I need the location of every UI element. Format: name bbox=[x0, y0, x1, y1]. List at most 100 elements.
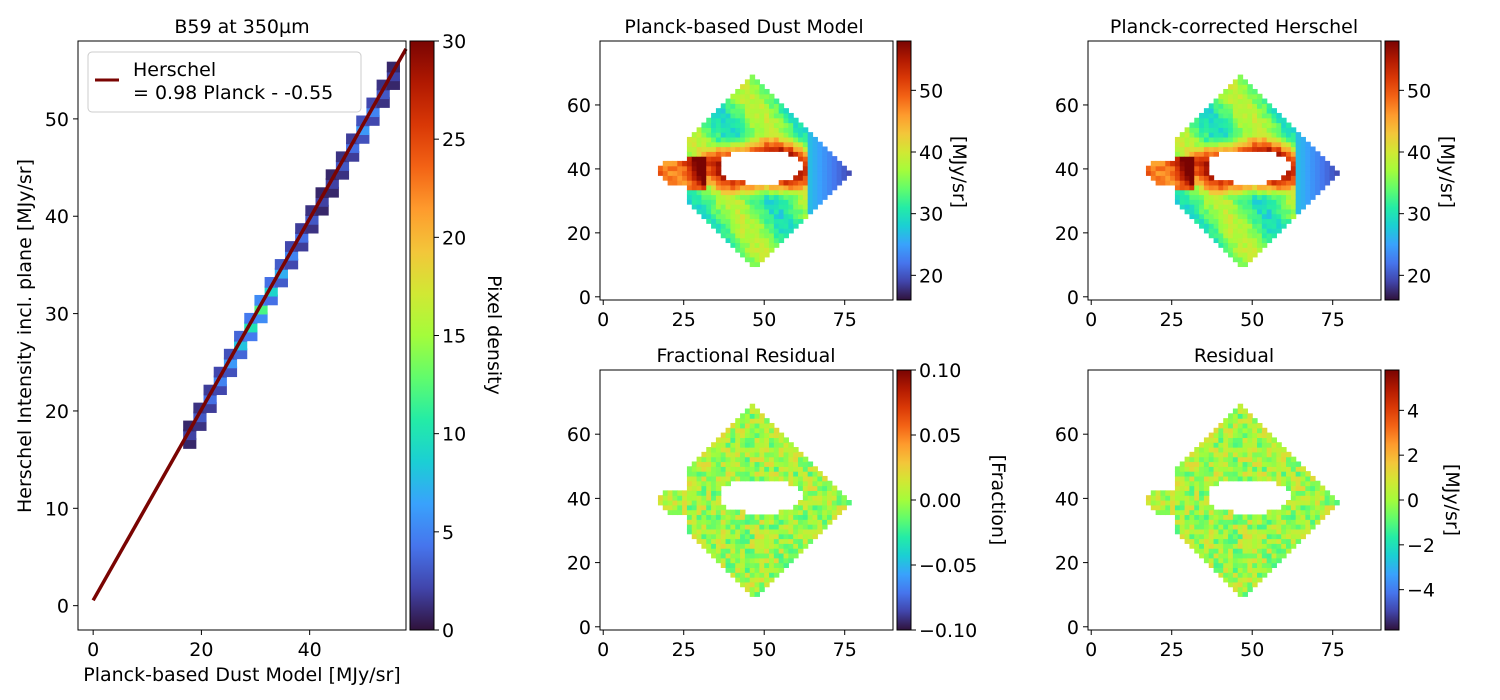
map-pixel bbox=[1199, 184, 1205, 191]
map-pixel bbox=[1194, 180, 1200, 186]
map-pixel bbox=[1237, 74, 1244, 80]
map-pixel bbox=[1242, 519, 1248, 525]
colorbar-tick-label: 20 bbox=[1407, 265, 1431, 287]
map-pixel bbox=[720, 117, 727, 124]
map-pixel bbox=[1257, 93, 1263, 100]
map-pixel bbox=[1261, 232, 1268, 239]
map-pixel bbox=[778, 447, 785, 453]
map-pixel bbox=[807, 466, 814, 472]
map-pixel bbox=[1174, 180, 1181, 186]
map-pixel bbox=[1232, 228, 1239, 234]
map-pixel bbox=[1266, 204, 1273, 210]
map-pixel bbox=[807, 514, 814, 520]
map-pixel bbox=[691, 461, 698, 467]
map-pixel bbox=[749, 141, 756, 148]
map-pixel bbox=[1218, 538, 1224, 544]
map-pixel bbox=[711, 223, 717, 229]
map-pixel bbox=[783, 194, 789, 200]
map-pixel bbox=[1319, 156, 1326, 162]
map-pixel bbox=[701, 151, 707, 157]
map-pixel bbox=[1232, 533, 1239, 540]
map-pixel bbox=[1189, 490, 1195, 496]
map-pixel bbox=[1271, 232, 1277, 239]
map-pixel bbox=[740, 247, 746, 253]
map-pixel bbox=[1208, 471, 1215, 477]
map-pixel bbox=[701, 461, 707, 467]
map-pixel bbox=[807, 156, 814, 162]
map-pixel bbox=[1252, 581, 1258, 588]
map-pixel bbox=[1199, 466, 1205, 472]
map-pixel bbox=[1199, 146, 1205, 152]
map-pixel bbox=[691, 466, 698, 472]
map-pixel bbox=[802, 156, 809, 162]
map-pixel bbox=[1208, 461, 1215, 467]
map-pixel bbox=[759, 199, 765, 205]
map-pixel bbox=[1174, 136, 1181, 143]
map-pixel bbox=[1218, 98, 1224, 104]
map-pixel bbox=[773, 218, 780, 224]
fractional-residual-map bbox=[657, 403, 852, 597]
map-pixel bbox=[1314, 189, 1321, 196]
map-pixel bbox=[822, 160, 828, 167]
map-pixel bbox=[1257, 242, 1263, 248]
map-pixel bbox=[1281, 480, 1287, 487]
map-pixel bbox=[1179, 495, 1186, 501]
map-pixel bbox=[817, 509, 823, 516]
map-pixel bbox=[1218, 223, 1224, 229]
map-pixel bbox=[841, 175, 847, 181]
map-pixel bbox=[749, 194, 756, 200]
y-tick-label: 40 bbox=[1055, 159, 1079, 181]
map-pixel bbox=[759, 232, 765, 239]
map-pixel bbox=[1242, 189, 1248, 196]
map-pixel bbox=[691, 490, 698, 496]
map-pixel bbox=[817, 156, 823, 162]
map-pixel bbox=[1232, 514, 1239, 520]
map-pixel bbox=[822, 146, 828, 152]
map-pixel bbox=[1203, 466, 1210, 472]
map-pixel bbox=[1329, 165, 1335, 172]
map-pixel bbox=[701, 528, 707, 535]
density-cell bbox=[335, 168, 350, 180]
map-pixel bbox=[1295, 475, 1302, 482]
map-pixel bbox=[1266, 447, 1273, 453]
map-pixel bbox=[1184, 199, 1191, 205]
map-pixel bbox=[1194, 218, 1200, 224]
map-pixel bbox=[1237, 103, 1244, 109]
map-pixel bbox=[1199, 543, 1205, 549]
map-pixel bbox=[807, 504, 814, 511]
map-pixel bbox=[1300, 495, 1306, 501]
map-pixel bbox=[749, 93, 756, 100]
map-pixel bbox=[788, 461, 794, 467]
map-pixel bbox=[740, 213, 746, 220]
map-pixel bbox=[764, 218, 770, 224]
map-pixel bbox=[1184, 471, 1191, 477]
map-pixel bbox=[1223, 247, 1229, 253]
map-pixel bbox=[749, 572, 756, 578]
map-pixel bbox=[1310, 194, 1316, 200]
map-pixel bbox=[1174, 504, 1181, 511]
map-pixel bbox=[744, 252, 751, 258]
map-pixel bbox=[1208, 151, 1215, 157]
map-pixel bbox=[831, 495, 838, 501]
map-pixel bbox=[1281, 184, 1287, 191]
map-pixel bbox=[1242, 586, 1248, 593]
colorbar-gradient bbox=[1384, 369, 1400, 631]
map-pixel bbox=[1266, 228, 1273, 234]
map-pixel bbox=[715, 528, 722, 535]
map-pixel bbox=[1203, 495, 1210, 501]
map-pixel bbox=[725, 538, 732, 544]
map-pixel bbox=[1276, 524, 1282, 530]
map-pixel bbox=[677, 509, 683, 516]
map-pixel bbox=[1261, 567, 1268, 573]
map-pixel bbox=[826, 151, 833, 157]
map-pixel bbox=[1203, 228, 1210, 234]
map-pixel bbox=[1228, 204, 1234, 210]
map-pixel bbox=[1290, 194, 1297, 200]
map-pixel bbox=[1271, 514, 1277, 520]
map-pixel bbox=[744, 548, 751, 554]
map-pixel bbox=[1213, 218, 1220, 224]
map-pixel bbox=[1314, 175, 1321, 181]
map-pixel bbox=[735, 117, 741, 124]
map-pixel bbox=[696, 175, 703, 181]
map-pixel bbox=[1228, 442, 1234, 448]
